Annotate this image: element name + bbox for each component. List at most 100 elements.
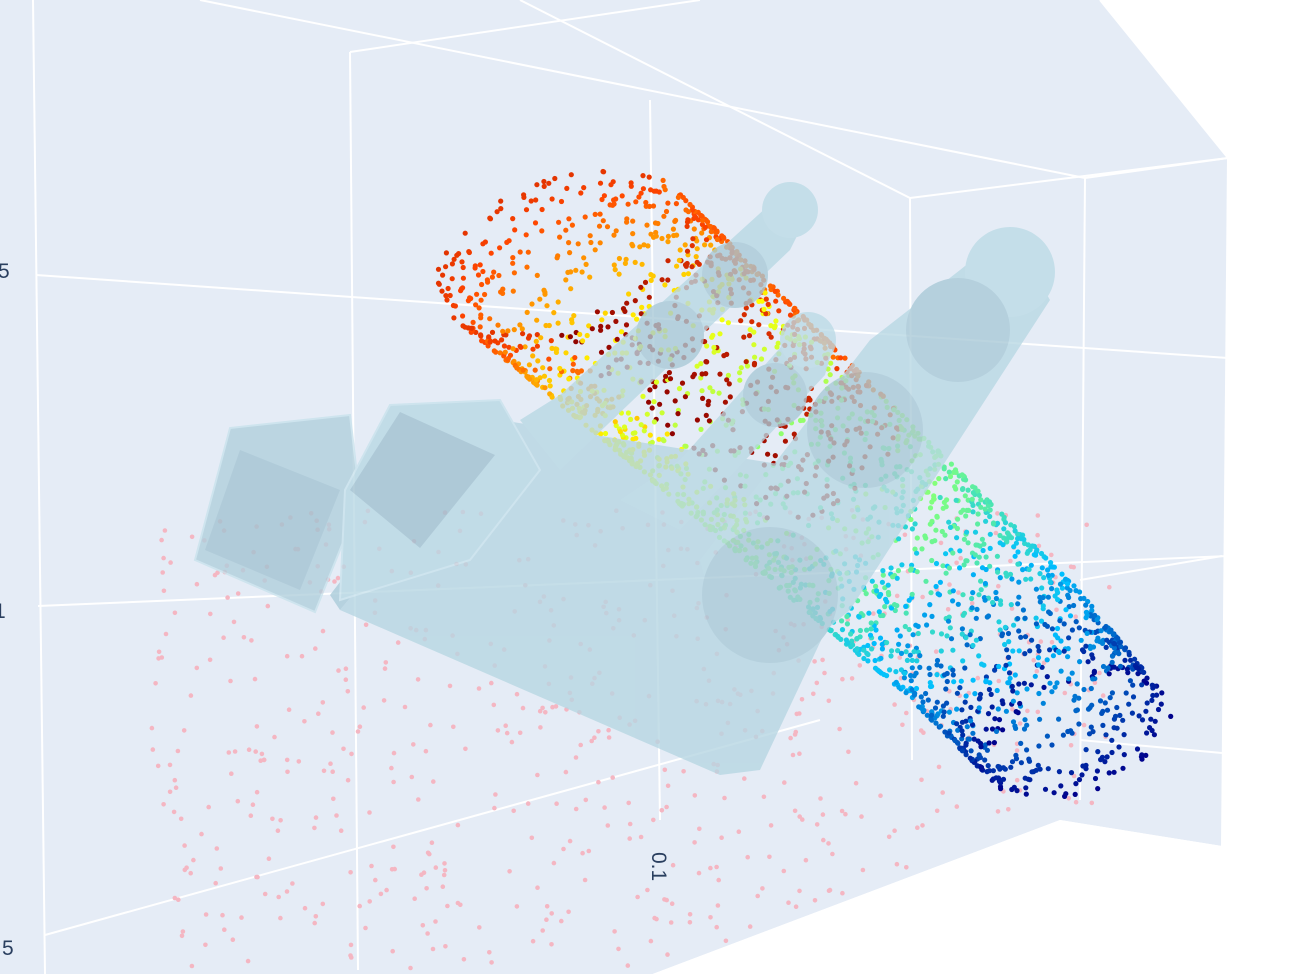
object-point (665, 258, 671, 264)
object-point (665, 239, 671, 245)
object-point (839, 618, 845, 624)
object-point (957, 685, 963, 691)
object-point (566, 216, 572, 222)
object-point (711, 225, 717, 231)
object-point (637, 244, 643, 250)
object-point (497, 245, 503, 251)
object-point (994, 553, 1001, 559)
object-point (1028, 576, 1034, 582)
object-point (929, 518, 935, 525)
object-point (997, 575, 1003, 581)
object-point (909, 665, 915, 671)
floor-point (230, 937, 236, 942)
object-point (946, 469, 952, 475)
object-point (1076, 721, 1082, 727)
object-point (962, 493, 968, 499)
grid-line (1099, 0, 1229, 159)
object-point (1027, 777, 1033, 783)
object-point (663, 208, 670, 215)
object-point (640, 186, 647, 192)
floor-point (638, 834, 644, 840)
object-point (751, 360, 758, 366)
object-point (1112, 713, 1119, 719)
object-point (906, 597, 912, 603)
object-point (1065, 728, 1071, 735)
object-point (634, 415, 640, 421)
object-point (1135, 666, 1142, 672)
floor-point (285, 769, 290, 775)
floor-point (535, 772, 540, 778)
object-point (867, 632, 874, 638)
object-point (924, 622, 930, 628)
object-point (1139, 682, 1145, 688)
object-point (983, 554, 989, 560)
z-tick-middle: 1 (0, 600, 6, 623)
object-point (660, 177, 666, 183)
object-point (630, 231, 636, 237)
finger-3-joint (906, 278, 1010, 382)
object-point (942, 729, 948, 735)
object-point (917, 664, 923, 671)
object-point (724, 351, 730, 357)
object-point (1020, 567, 1026, 573)
object-point (983, 674, 990, 680)
floor-point (348, 942, 354, 948)
floor-point (332, 579, 337, 584)
floor-point (270, 816, 275, 822)
object-point (869, 578, 875, 584)
object-point (524, 373, 530, 379)
object-point (868, 626, 874, 632)
object-point (1026, 566, 1032, 573)
floor-point (226, 750, 232, 755)
object-point (1103, 644, 1109, 651)
object-point (839, 627, 846, 633)
object-point (1021, 726, 1028, 732)
object-point (1066, 676, 1072, 682)
object-point (894, 627, 900, 633)
object-point (577, 331, 583, 337)
object-point (991, 740, 998, 746)
floor-point (1068, 564, 1074, 570)
object-point (775, 340, 781, 346)
object-point (1143, 708, 1149, 714)
object-point (685, 271, 692, 277)
object-point (947, 524, 954, 531)
object-point (973, 542, 979, 548)
object-point (800, 417, 806, 423)
object-point (1027, 547, 1033, 553)
object-point (479, 338, 485, 344)
object-point (522, 344, 528, 350)
object-point (1073, 781, 1079, 787)
floor-point (566, 909, 571, 915)
object-point (903, 610, 909, 616)
floor-point (179, 933, 185, 939)
object-point (1022, 717, 1028, 723)
floor-point (181, 728, 187, 733)
floor-point (391, 750, 397, 756)
object-point (1076, 695, 1082, 701)
object-point (1132, 656, 1138, 662)
object-point (659, 235, 665, 242)
object-point (1055, 648, 1061, 655)
finger-1-joint (702, 242, 768, 308)
floor-point (561, 846, 566, 852)
floor-point (445, 903, 450, 909)
object-point (1100, 663, 1107, 670)
floor-point (378, 891, 384, 897)
object-point (922, 612, 928, 618)
floor-point (191, 857, 196, 863)
floor-point (669, 901, 675, 906)
floor-point (328, 761, 333, 766)
object-point (1089, 603, 1095, 610)
floor-point (212, 572, 218, 578)
object-point (888, 565, 894, 571)
object-point (617, 429, 624, 435)
object-point (990, 521, 997, 527)
floor-point (837, 726, 842, 732)
floor-point (811, 691, 816, 697)
object-point (1024, 686, 1030, 692)
object-point (511, 327, 517, 333)
floor-point (697, 826, 702, 832)
floor-point (421, 870, 427, 875)
